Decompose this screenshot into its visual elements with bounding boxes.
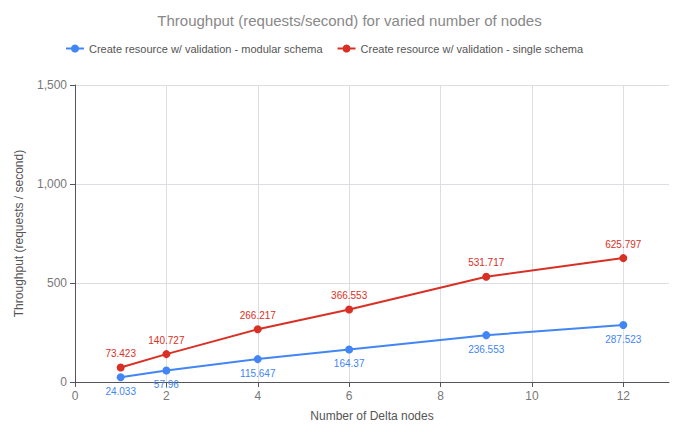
- svg-text:8: 8: [437, 389, 444, 403]
- svg-text:Number of Delta nodes: Number of Delta nodes: [310, 409, 433, 423]
- svg-text:236.553: 236.553: [468, 344, 505, 355]
- svg-text:Create resource w/ validation: Create resource w/ validation - modular …: [89, 43, 323, 55]
- svg-text:531.717: 531.717: [468, 257, 505, 268]
- svg-text:266.217: 266.217: [240, 310, 277, 321]
- svg-text:625.797: 625.797: [605, 239, 642, 250]
- svg-text:Throughput (requests / second): Throughput (requests / second): [12, 150, 26, 317]
- svg-text:1,500: 1,500: [37, 78, 67, 92]
- svg-text:24.033: 24.033: [105, 386, 136, 397]
- svg-text:10: 10: [525, 389, 539, 403]
- svg-text:73.423: 73.423: [105, 348, 136, 359]
- svg-text:6: 6: [346, 389, 353, 403]
- svg-text:287.523: 287.523: [605, 334, 642, 345]
- svg-text:0: 0: [72, 389, 79, 403]
- svg-text:115.647: 115.647: [240, 368, 276, 379]
- svg-text:0: 0: [60, 375, 67, 389]
- svg-text:164.37: 164.37: [334, 358, 365, 369]
- svg-text:1,000: 1,000: [37, 177, 67, 191]
- svg-text:12: 12: [617, 389, 631, 403]
- svg-text:2: 2: [163, 389, 170, 403]
- svg-text:Throughput (requests/second) f: Throughput (requests/second) for varied …: [157, 12, 541, 29]
- svg-text:57.96: 57.96: [154, 379, 179, 390]
- svg-text:Create resource w/ validation: Create resource w/ validation - single s…: [361, 43, 584, 55]
- svg-text:140.727: 140.727: [148, 335, 185, 346]
- svg-text:4: 4: [254, 389, 261, 403]
- svg-text:500: 500: [47, 276, 67, 290]
- svg-text:366.553: 366.553: [331, 290, 368, 301]
